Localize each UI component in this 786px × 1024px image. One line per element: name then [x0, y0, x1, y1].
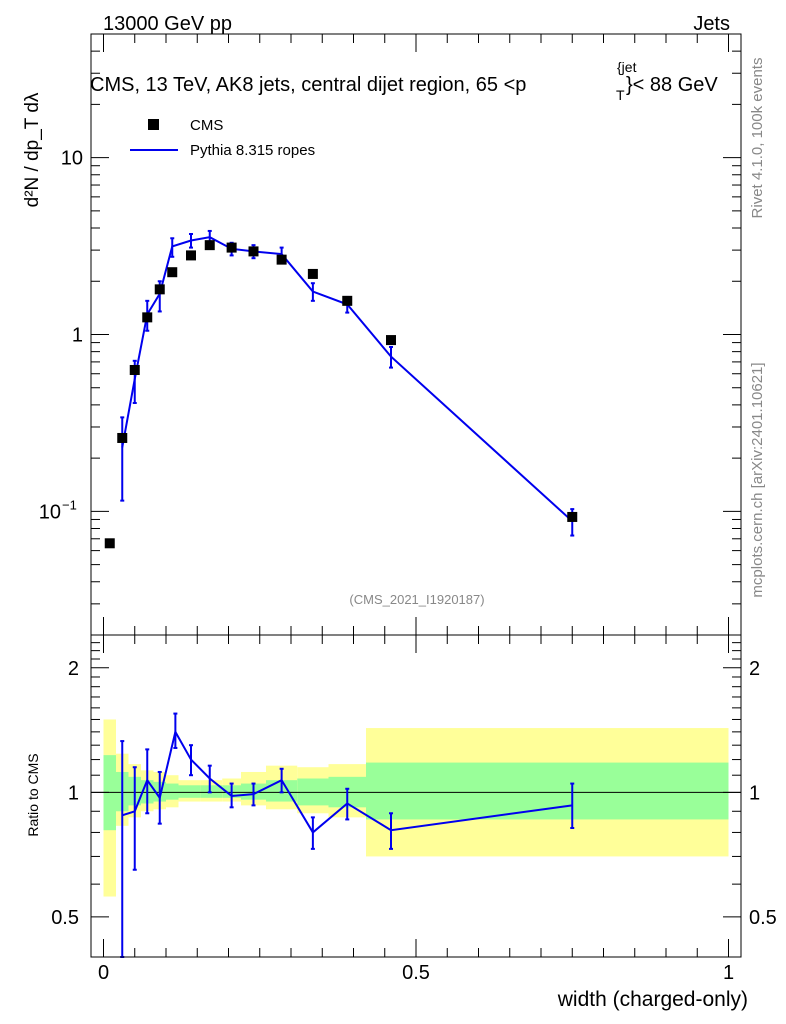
header-left: 13000 GeV pp: [103, 13, 232, 35]
plot-title-subscript: T: [616, 87, 625, 103]
main-y-tick-label: 10: [61, 148, 83, 170]
ratio-y-tick-label-right: 2: [749, 658, 760, 680]
header-right: Jets: [693, 13, 730, 35]
ratio-y-tick-label-left: 0.5: [51, 907, 79, 929]
ratio-band-inner: [178, 785, 201, 798]
main-y-tick-label: 1: [72, 325, 83, 347]
mcplots-source-label: mcplots.cern.ch [arXiv:2401.10621]: [749, 362, 766, 597]
legend: CMS Pythia 8.315 ropes: [130, 117, 315, 159]
legend-cms-marker: [148, 119, 159, 130]
data-point: [342, 295, 353, 306]
ratio-series-line: [121, 729, 573, 834]
data-point: [117, 432, 128, 443]
main-plot-frame: [90, 33, 742, 636]
mc-series-line: [121, 236, 573, 522]
data-point: [276, 254, 287, 265]
ratio-y-tick-label-left: 1: [68, 782, 79, 804]
plot-title: CMS, 13 TeV, AK8 jets, central dijet reg…: [90, 74, 526, 96]
data-point: [167, 267, 178, 278]
x-axis-label: width (charged-only): [557, 988, 748, 1011]
data-point: [142, 312, 153, 323]
data-point: [248, 246, 259, 257]
data-point: [154, 284, 165, 295]
y-axis-label-ratio: Ratio to CMS: [25, 753, 41, 836]
ratio-band-inner: [366, 762, 416, 820]
x-tick-label: 0.5: [402, 962, 430, 984]
data-point: [186, 250, 196, 261]
ratio-y-tick-label-left: 2: [68, 658, 79, 680]
data-point: [129, 364, 140, 375]
legend-pythia-label: Pythia 8.315 ropes: [190, 142, 315, 159]
x-tick-label: 0: [98, 962, 109, 984]
ratio-plot: [120, 712, 575, 958]
plot-title-end: }< 88 GeV: [626, 74, 718, 96]
x-tick-label: 1: [723, 962, 734, 984]
ratio-y-tick-label-right: 0.5: [749, 907, 777, 929]
data-point: [567, 511, 578, 522]
main-y-tick-label-exponent: −1: [62, 497, 77, 512]
plot-title-superscript: {jet: [617, 59, 637, 75]
y-axis-label-main: d²N / dp_T dλ: [22, 92, 43, 207]
data-point: [307, 268, 318, 279]
ratio-uncertainty-bands: [91, 719, 741, 897]
data-point: [204, 240, 215, 251]
ratio-band-inner: [166, 783, 179, 800]
analysis-id-watermark: (CMS_2021_I1920187): [349, 592, 484, 607]
rivet-version-label: Rivet 4.1.0, 100k events: [749, 58, 766, 219]
main-y-tick-label: 10: [39, 501, 61, 523]
data-point: [104, 538, 115, 549]
ratio-y-tick-label-right: 1: [749, 782, 760, 804]
data-point: [226, 242, 237, 253]
main-plot: [104, 229, 578, 549]
legend-cms-label: CMS: [190, 117, 223, 134]
data-point: [386, 335, 396, 346]
